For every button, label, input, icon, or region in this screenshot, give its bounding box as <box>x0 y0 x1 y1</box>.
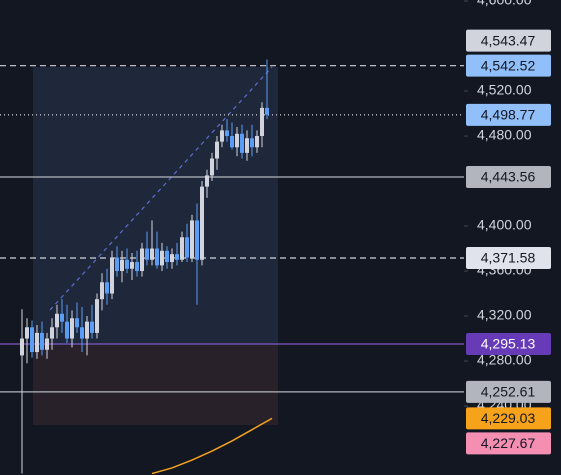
candle-body <box>205 175 209 187</box>
moving-average <box>151 417 273 475</box>
candle-body <box>175 254 179 260</box>
candle-body <box>65 321 69 339</box>
candle-body <box>240 133 244 153</box>
trend-line <box>49 66 273 311</box>
price-label: 4,229.03 <box>481 410 536 426</box>
y-tick-label: 4,400.00 <box>477 217 532 233</box>
candle-body <box>245 138 249 153</box>
candle-body <box>215 141 219 159</box>
candle-body <box>55 313 59 328</box>
loss-zone <box>33 345 278 425</box>
candle-body <box>135 262 139 272</box>
y-tick-label: 4,600.00 <box>477 0 532 8</box>
candle-body <box>250 138 254 148</box>
price-label: 4,295.13 <box>481 336 536 352</box>
y-tick-label: 4,320.00 <box>477 307 532 323</box>
price-label-box <box>466 333 551 356</box>
candle-body <box>90 321 94 333</box>
candle-body <box>25 327 29 339</box>
price-label: 4,498.77 <box>481 107 536 123</box>
price-label-box <box>466 54 551 77</box>
candle-body <box>260 107 264 137</box>
candle-body <box>155 248 159 266</box>
price-label-box <box>466 380 551 403</box>
candle-body <box>120 259 124 272</box>
candle-body <box>35 332 39 353</box>
candle-body <box>190 220 194 258</box>
y-tick-label: 4,280.00 <box>477 352 532 368</box>
price-label-box <box>466 407 551 430</box>
price-label: 4,227.67 <box>481 435 536 451</box>
candle-body <box>255 136 259 148</box>
candle-body <box>185 237 189 258</box>
candle-body <box>80 327 84 339</box>
price-label: 4,443.56 <box>481 169 536 185</box>
candle-body <box>115 257 119 272</box>
candle-body <box>230 136 234 148</box>
y-tick-label: 4,520.00 <box>477 82 532 98</box>
profit-zone <box>33 67 278 345</box>
candle-body <box>50 327 54 339</box>
candle-body <box>110 257 114 294</box>
candle-body <box>170 254 174 263</box>
candle-body <box>130 262 134 269</box>
candle-body <box>125 259 129 269</box>
price-label: 4,543.47 <box>481 32 536 48</box>
price-label-box <box>466 432 551 455</box>
candle-body <box>100 282 104 300</box>
candle-body <box>200 186 204 260</box>
price-label: 4,252.61 <box>481 384 536 400</box>
candle-body <box>105 282 109 294</box>
candle-body <box>265 107 269 115</box>
price-label: 4,542.52 <box>481 57 536 73</box>
candle-body <box>85 321 89 339</box>
candle-body <box>160 250 164 266</box>
price-label-box <box>466 166 551 189</box>
candle-body <box>235 133 239 148</box>
candle-body <box>195 220 199 260</box>
candle-body <box>140 248 144 272</box>
candle-body <box>165 250 169 263</box>
candle-body <box>75 318 79 328</box>
candle-body <box>95 299 99 333</box>
candle-body <box>225 130 229 137</box>
candle-body <box>60 313 64 322</box>
price-label-box <box>466 29 551 52</box>
price-label: 4,371.58 <box>481 250 536 266</box>
candle-body <box>30 327 34 353</box>
candle-body <box>40 332 44 350</box>
candle-body <box>20 338 24 356</box>
candle-body <box>150 248 154 260</box>
candle-body <box>220 130 224 142</box>
candle-body <box>45 338 49 350</box>
candle-body <box>145 248 149 260</box>
y-tick-label: 4,480.00 <box>477 127 532 143</box>
candle-body <box>70 318 74 339</box>
price-label-box <box>466 246 551 269</box>
candle-body <box>180 237 184 260</box>
candle-body <box>210 158 214 176</box>
price-label-box <box>466 103 551 126</box>
